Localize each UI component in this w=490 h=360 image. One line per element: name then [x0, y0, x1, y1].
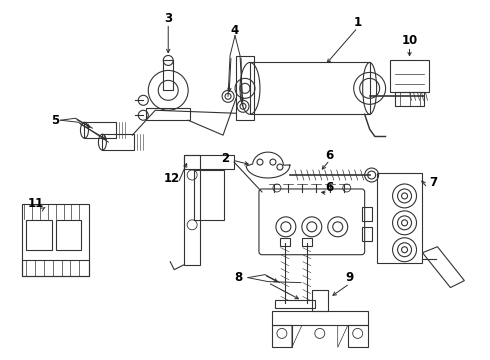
Bar: [22, 204, 90, 276]
Bar: [250, 62, 369, 114]
Bar: [55, 220, 81, 250]
Bar: [84, 122, 116, 138]
Bar: [236, 57, 254, 120]
Bar: [394, 92, 424, 106]
Bar: [362, 227, 371, 241]
Text: 7: 7: [429, 176, 438, 189]
Text: 11: 11: [27, 197, 44, 210]
Bar: [194, 170, 224, 220]
Bar: [25, 220, 51, 250]
Text: 10: 10: [401, 34, 417, 47]
Text: 1: 1: [354, 16, 362, 29]
Bar: [377, 173, 422, 263]
Bar: [312, 289, 328, 311]
Text: 2: 2: [221, 152, 229, 165]
Bar: [362, 207, 371, 221]
Bar: [272, 325, 292, 347]
Text: 8: 8: [234, 271, 242, 284]
Bar: [22, 260, 90, 276]
Bar: [272, 311, 368, 325]
Bar: [302, 238, 312, 246]
Text: 9: 9: [345, 271, 354, 284]
Text: 4: 4: [231, 24, 239, 37]
Text: 6: 6: [326, 149, 334, 162]
Text: 6: 6: [326, 181, 334, 194]
Text: 12: 12: [164, 171, 180, 185]
Bar: [184, 155, 234, 169]
Bar: [102, 134, 134, 150]
Bar: [163, 60, 173, 90]
Bar: [275, 300, 315, 307]
Bar: [348, 325, 368, 347]
Text: 5: 5: [51, 114, 60, 127]
Text: 3: 3: [164, 12, 172, 25]
Bar: [280, 238, 290, 246]
Bar: [147, 108, 190, 120]
Bar: [184, 155, 200, 265]
Bar: [390, 60, 429, 92]
